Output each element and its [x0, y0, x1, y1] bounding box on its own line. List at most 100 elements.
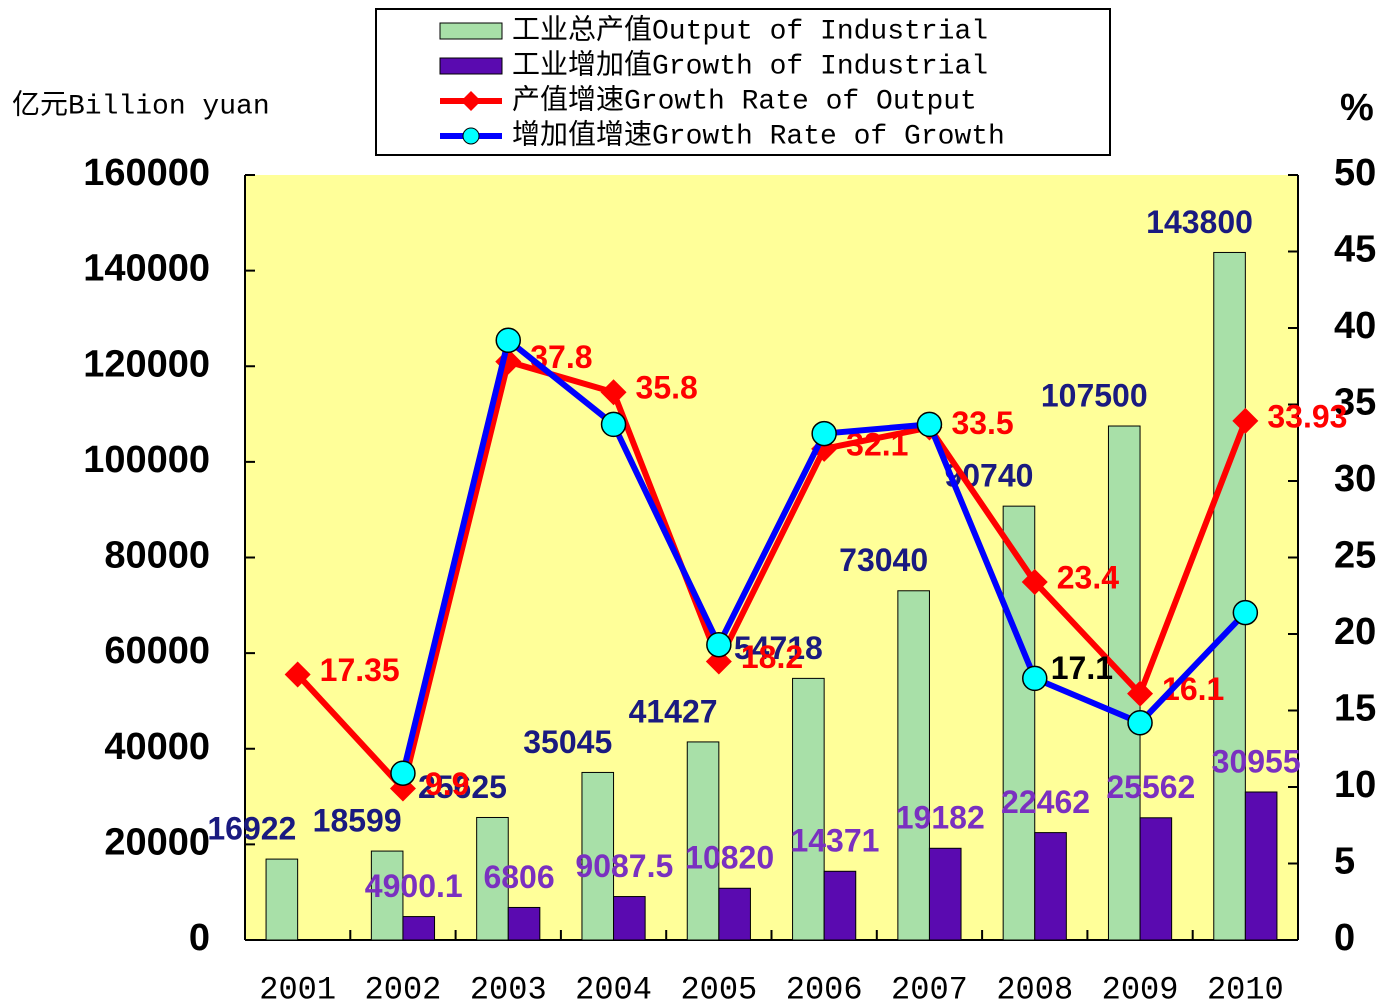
legend-swatch: [439, 57, 503, 75]
line-value-label: 23.4: [1057, 559, 1119, 595]
bar-value-label: 35045: [523, 724, 612, 760]
bar: [686, 741, 720, 941]
bar: [402, 916, 436, 941]
y-tick-label: 160000: [83, 152, 210, 194]
x-tick-label: 2004: [575, 971, 652, 1008]
line-value-label: 37.8: [530, 339, 592, 375]
y2-tick-label: 45: [1334, 229, 1376, 271]
y-tick-label: 40000: [104, 726, 210, 768]
y2-tick-label: 30: [1334, 458, 1376, 500]
bar: [581, 771, 615, 941]
y2-tick-label: 10: [1334, 764, 1376, 806]
line-value-label: 17.1: [1051, 650, 1113, 686]
y-tick-label: 140000: [83, 248, 210, 290]
y2-tick-label: 35: [1334, 382, 1376, 424]
y2-tick-label: 25: [1334, 535, 1376, 577]
marker: [390, 760, 416, 786]
x-tick-label: 2005: [680, 971, 757, 1008]
bar-value-label: 25562: [1106, 769, 1195, 805]
x-tick-label: 2001: [259, 971, 336, 1008]
bar-value-label: 10820: [685, 840, 774, 876]
bar: [476, 816, 509, 941]
bar-value-label: 25625: [418, 769, 507, 805]
y2-axis-title: %: [1340, 87, 1374, 129]
line-value-label: 33.5: [951, 405, 1013, 441]
legend-marker: [462, 127, 480, 145]
marker: [1232, 407, 1259, 434]
marker: [1127, 680, 1154, 707]
y-tick-label: 100000: [83, 439, 210, 481]
marker: [811, 420, 837, 447]
bar-value-label: 30955: [1212, 743, 1301, 779]
bar: [1244, 791, 1278, 941]
bar-value-label: 6806: [483, 859, 554, 895]
legend-marker: [461, 91, 481, 111]
bar-value-label: 54718: [734, 630, 823, 666]
y2-tick-label: 50: [1334, 152, 1376, 194]
bar-value-label: 143800: [1146, 204, 1253, 240]
marker: [706, 631, 732, 658]
y-tick-label: 0: [189, 917, 210, 959]
y2-tick-label: 5: [1334, 841, 1355, 883]
line: [295, 358, 1249, 792]
y-tick-label: 60000: [104, 630, 210, 672]
marker: [1022, 665, 1048, 692]
y-tick-label: 80000: [104, 535, 210, 577]
bar: [897, 590, 930, 941]
bar: [1034, 832, 1067, 941]
y-tick-label: 20000: [104, 821, 210, 863]
x-tick-label: 2010: [1207, 971, 1284, 1008]
line-value-label: 17.35: [320, 652, 400, 688]
y-tick-label: 120000: [83, 343, 210, 385]
marker: [1232, 599, 1259, 626]
bar: [1213, 251, 1246, 941]
bar: [792, 677, 825, 941]
line-value-label: 18.2: [741, 639, 803, 675]
legend-label: 增加值增速Growth Rate of Growth: [512, 118, 1005, 152]
bar-value-label: 107500: [1041, 377, 1148, 413]
bar-value-label: 41427: [629, 693, 718, 729]
y2-tick-label: 40: [1334, 305, 1376, 347]
bar-value-label: 16922: [207, 811, 296, 847]
bar-value-label: 9087.5: [575, 848, 673, 884]
marker: [600, 411, 627, 438]
marker: [495, 327, 521, 353]
bar: [823, 870, 857, 941]
bar-value-label: 18599: [313, 803, 402, 839]
bar: [613, 896, 646, 941]
y2-tick-label: 15: [1334, 688, 1376, 730]
x-tick-label: 2006: [786, 971, 863, 1008]
x-tick-label: 2007: [891, 971, 968, 1008]
bar-value-label: 4900.1: [365, 868, 463, 904]
marker: [284, 661, 311, 688]
line-value-label: 33.93: [1267, 398, 1347, 434]
marker: [916, 411, 943, 438]
bar: [928, 847, 962, 941]
line-value-label: 35.8: [636, 370, 698, 406]
y-axis-title: 亿元Billion yuan: [12, 88, 270, 122]
legend-label: 工业增加值Growth of Industrial: [512, 48, 988, 82]
bar: [718, 887, 751, 941]
marker: [1021, 568, 1048, 595]
bar-value-label: 14371: [790, 823, 879, 859]
bar: [1139, 817, 1173, 941]
bar-value-label: 19182: [896, 800, 985, 836]
bar-value-label: 22462: [1001, 784, 1090, 820]
bar-value-label: 73040: [839, 542, 928, 578]
x-tick-label: 2009: [1102, 971, 1179, 1008]
legend-label: 工业总产值Output of Industrial: [512, 13, 988, 47]
marker: [600, 379, 627, 406]
bar: [265, 858, 299, 941]
line-value-label: 9.9: [425, 766, 469, 802]
bar: [370, 850, 404, 941]
bar: [507, 906, 541, 941]
legend-label: 产值增速Growth Rate of Output: [512, 83, 977, 117]
marker: [1127, 709, 1153, 736]
x-tick-label: 2003: [470, 971, 547, 1008]
bar: [1107, 425, 1141, 941]
y2-tick-label: 0: [1334, 917, 1355, 959]
legend-swatch: [439, 22, 503, 40]
x-tick-label: 2008: [996, 971, 1073, 1008]
y2-tick-label: 20: [1334, 611, 1376, 653]
